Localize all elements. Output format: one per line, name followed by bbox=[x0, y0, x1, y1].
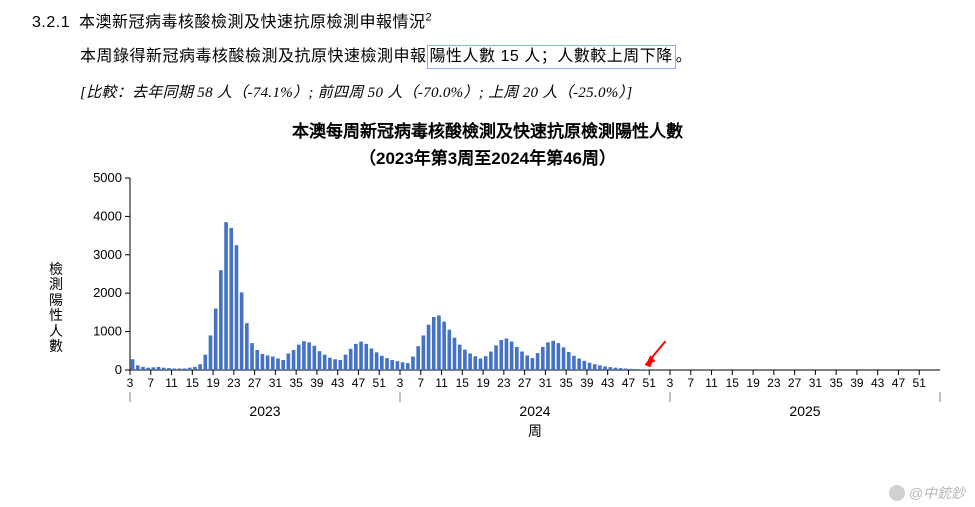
svg-text:35: 35 bbox=[559, 376, 573, 390]
svg-text:0: 0 bbox=[115, 362, 122, 377]
chart-svg: 0100020003000400050003711151923273135394… bbox=[70, 170, 950, 470]
svg-text:7: 7 bbox=[687, 376, 694, 390]
svg-text:19: 19 bbox=[206, 376, 220, 390]
svg-text:7: 7 bbox=[147, 376, 154, 390]
svg-text:3: 3 bbox=[667, 376, 674, 390]
svg-text:31: 31 bbox=[539, 376, 553, 390]
svg-text:周: 周 bbox=[528, 423, 542, 439]
svg-text:27: 27 bbox=[518, 376, 532, 390]
svg-text:39: 39 bbox=[310, 376, 324, 390]
section-heading: 3.2.1 本澳新冠病毒核酸檢測及快速抗原檢測申報情況2 bbox=[32, 8, 975, 32]
svg-text:31: 31 bbox=[269, 376, 283, 390]
chart-title-line2: （2023年第3周至2024年第46周） bbox=[359, 149, 616, 168]
svg-text:31: 31 bbox=[809, 376, 823, 390]
svg-text:51: 51 bbox=[913, 376, 927, 390]
section-number: 3.2.1 bbox=[32, 14, 74, 32]
svg-text:3: 3 bbox=[397, 376, 404, 390]
watermark-text: @中銃鈔 bbox=[909, 483, 965, 503]
svg-text:2025: 2025 bbox=[789, 403, 820, 419]
svg-text:7: 7 bbox=[417, 376, 424, 390]
svg-text:11: 11 bbox=[165, 376, 178, 390]
svg-text:51: 51 bbox=[643, 376, 657, 390]
section-title: 本澳新冠病毒核酸檢測及快速抗原檢測申報情況 bbox=[79, 14, 426, 31]
summary-post: 。 bbox=[676, 48, 693, 65]
chart-title: 本澳每周新冠病毒核酸檢測及快速抗原檢測陽性人數 （2023年第3周至2024年第… bbox=[0, 118, 975, 172]
svg-text:1000: 1000 bbox=[93, 324, 122, 339]
svg-text:39: 39 bbox=[850, 376, 864, 390]
summary-line: 本周錄得新冠病毒核酸檢測及抗原快速檢測申報陽性人數 15 人；人數較上周下降。 bbox=[80, 42, 975, 69]
svg-text:4000: 4000 bbox=[93, 208, 122, 223]
svg-text:35: 35 bbox=[829, 376, 843, 390]
svg-text:3: 3 bbox=[127, 376, 134, 390]
watermark: @中銃鈔 bbox=[889, 483, 965, 503]
chart-title-line1: 本澳每周新冠病毒核酸檢測及快速抗原檢測陽性人數 bbox=[292, 122, 683, 141]
svg-text:2000: 2000 bbox=[93, 285, 122, 300]
svg-text:51: 51 bbox=[373, 376, 387, 390]
svg-text:19: 19 bbox=[476, 376, 490, 390]
svg-text:43: 43 bbox=[331, 376, 345, 390]
svg-text:15: 15 bbox=[186, 376, 200, 390]
svg-text:43: 43 bbox=[601, 376, 615, 390]
svg-text:15: 15 bbox=[726, 376, 740, 390]
svg-text:5000: 5000 bbox=[93, 170, 122, 185]
svg-text:19: 19 bbox=[746, 376, 760, 390]
summary-pre: 本周錄得新冠病毒核酸檢測及抗原快速檢測申報 bbox=[80, 48, 427, 65]
svg-text:39: 39 bbox=[580, 376, 594, 390]
svg-text:35: 35 bbox=[289, 376, 303, 390]
svg-text:23: 23 bbox=[767, 376, 781, 390]
comparison-line: [比較：去年同期 58 人（-74.1%）; 前四周 50 人（-70.0%）;… bbox=[80, 81, 975, 102]
svg-text:27: 27 bbox=[248, 376, 262, 390]
svg-text:11: 11 bbox=[705, 376, 718, 390]
svg-text:23: 23 bbox=[227, 376, 241, 390]
svg-text:47: 47 bbox=[892, 376, 906, 390]
svg-text:47: 47 bbox=[352, 376, 366, 390]
svg-text:3000: 3000 bbox=[93, 247, 122, 262]
svg-text:2024: 2024 bbox=[519, 403, 550, 419]
svg-text:15: 15 bbox=[456, 376, 470, 390]
bar-chart: 0100020003000400050003711151923273135394… bbox=[70, 170, 950, 470]
highlight-box: 陽性人數 15 人；人數較上周下降 bbox=[427, 45, 676, 69]
y-axis-label: 檢測陽性人數 bbox=[48, 262, 64, 354]
footnote-ref: 2 bbox=[425, 12, 432, 24]
weibo-icon bbox=[889, 485, 905, 501]
svg-text:11: 11 bbox=[435, 376, 448, 390]
svg-text:47: 47 bbox=[622, 376, 636, 390]
svg-text:2023: 2023 bbox=[249, 403, 280, 419]
svg-text:43: 43 bbox=[871, 376, 885, 390]
svg-text:23: 23 bbox=[497, 376, 511, 390]
svg-text:27: 27 bbox=[788, 376, 802, 390]
